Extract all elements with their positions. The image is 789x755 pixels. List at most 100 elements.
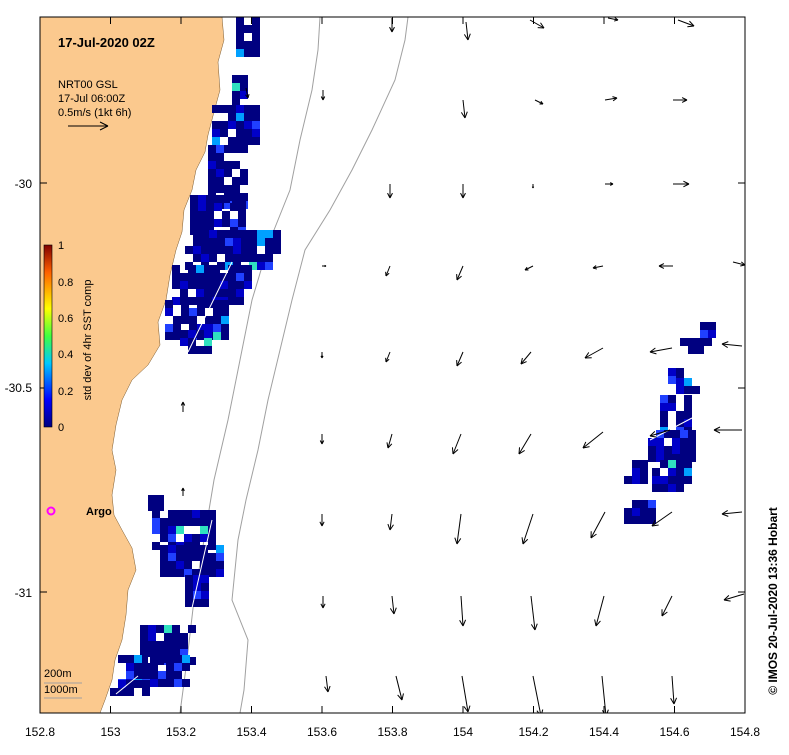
sst-pixel	[208, 542, 216, 550]
sst-pixel	[164, 641, 172, 649]
current-vector	[387, 434, 392, 448]
sst-pixel	[249, 230, 257, 238]
sst-pixel	[224, 161, 232, 169]
sst-pixel	[668, 476, 676, 484]
sst-pixel	[680, 438, 688, 446]
sst-pixel	[252, 113, 260, 121]
sst-pixel	[244, 25, 252, 33]
sst-pixel	[176, 526, 184, 534]
map-title: 17-Jul-2020 02Z	[58, 35, 155, 50]
sst-pixel	[184, 510, 192, 518]
sst-pixel	[201, 230, 209, 238]
sst-pixel	[648, 446, 656, 454]
sst-pixel	[206, 211, 214, 219]
sst-pixel	[204, 265, 212, 273]
sst-pixel	[222, 219, 230, 227]
sst-pixel	[236, 273, 244, 281]
sst-pixel	[192, 545, 200, 553]
sst-pixel	[172, 273, 180, 281]
sst-pixel	[126, 671, 134, 679]
sst-pixel	[185, 246, 193, 254]
sst-pixel	[118, 655, 126, 663]
sst-pixel	[648, 500, 656, 508]
sst-pixel	[172, 641, 180, 649]
sst-pixel	[148, 625, 156, 633]
current-vector	[530, 20, 544, 28]
sst-pixel	[216, 561, 224, 569]
sst-pixel	[208, 161, 216, 169]
sst-pixel	[206, 195, 214, 203]
sst-pixel	[220, 121, 228, 129]
sst-pixel	[222, 195, 230, 203]
sst-pixel	[213, 300, 221, 308]
sst-pixel	[244, 49, 252, 57]
sst-pixel	[224, 169, 232, 177]
sst-pixel	[265, 262, 273, 270]
sst-pixel	[696, 338, 704, 346]
sst-pixel	[176, 545, 184, 553]
sst-pixel	[166, 655, 174, 663]
land-mass	[40, 17, 224, 713]
current-vector	[602, 676, 608, 716]
sst-pixel	[152, 542, 160, 550]
sst-pixel	[225, 230, 233, 238]
sst-pixel	[233, 246, 241, 254]
sst-pixel	[228, 281, 236, 289]
sst-pixel	[632, 500, 640, 508]
sst-pixel	[676, 468, 684, 476]
current-vector	[396, 676, 403, 700]
sst-pixel	[668, 403, 676, 411]
current-vector	[593, 266, 603, 270]
sst-pixel	[236, 49, 244, 57]
sst-pixel	[208, 153, 216, 161]
sst-pixel	[708, 322, 716, 330]
sst-pixel	[238, 219, 246, 227]
sst-pixel	[110, 688, 118, 696]
sst-pixel	[692, 386, 700, 394]
sst-pixel	[209, 238, 217, 246]
sst-pixel	[216, 545, 224, 553]
sst-pixel	[185, 583, 193, 591]
sst-pixel	[225, 238, 233, 246]
sst-pixel	[140, 625, 148, 633]
sst-pixel	[172, 297, 180, 305]
sst-pixel	[209, 230, 217, 238]
sst-pixel	[140, 641, 148, 649]
sst-pixel	[165, 324, 173, 332]
sst-pixel	[640, 476, 648, 484]
current-vector	[678, 20, 694, 27]
sst-pixel	[240, 177, 248, 185]
sst-pixel	[684, 411, 692, 419]
sst-pixel	[150, 671, 158, 679]
sst-pixel	[182, 679, 190, 687]
current-vector	[464, 22, 470, 40]
sst-pixel	[213, 324, 221, 332]
x-tick-label: 154.2	[518, 725, 548, 739]
current-vector	[608, 18, 618, 22]
y-tick-label: -30.5	[5, 381, 33, 395]
sst-pixel	[688, 346, 696, 354]
sst-pixel	[156, 503, 164, 511]
sst-pixel	[696, 346, 704, 354]
current-vector	[673, 181, 689, 187]
current-vector	[585, 348, 603, 358]
sst-pixel	[676, 368, 684, 376]
sst-pixel	[214, 203, 222, 211]
current-vector	[531, 596, 537, 630]
sst-pixel	[201, 238, 209, 246]
sst-pixel	[197, 300, 205, 308]
sst-pixel	[660, 419, 668, 427]
sst-pixel	[206, 203, 214, 211]
sst-pixel	[680, 446, 688, 454]
sst-pixel	[208, 569, 216, 577]
colorbar-label: std dev of 4hr SST comp	[82, 280, 94, 401]
sst-pixel	[160, 534, 168, 542]
sst-pixel	[273, 246, 281, 254]
sst-pixel	[233, 230, 241, 238]
sst-pixel	[181, 316, 189, 324]
current-vector	[321, 352, 323, 358]
sst-pixel	[656, 438, 664, 446]
sst-pixel	[165, 308, 173, 316]
sst-pixel	[198, 195, 206, 203]
